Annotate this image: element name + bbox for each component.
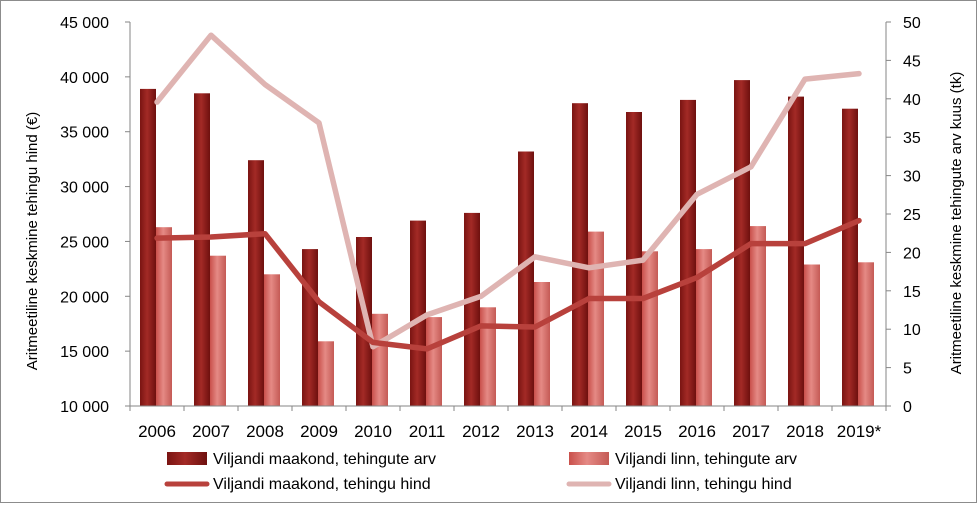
- y-right-tick-label: 15: [903, 284, 921, 301]
- y-left-tick-label: 20 000: [60, 289, 109, 306]
- y-right-tick-label: 10: [903, 322, 921, 339]
- bar-linn-13: [858, 262, 874, 406]
- y-right-tick-label: 0: [903, 399, 912, 416]
- y-axis-right-title: Aritmeetiline keskmine tehingute arv kuu…: [948, 72, 965, 375]
- bar-linn-12: [804, 264, 820, 406]
- y-left-tick-label: 40 000: [60, 70, 109, 87]
- x-tick-label: 2008: [246, 422, 284, 441]
- bar-linn-4: [372, 313, 388, 406]
- y-left-tick-label: 10 000: [60, 399, 109, 416]
- y-left-tick-label: 25 000: [60, 234, 109, 251]
- bar-linn-10: [696, 249, 712, 406]
- bar-maakond-0: [140, 88, 156, 407]
- y-left-tick-label: 45 000: [60, 15, 109, 32]
- x-tick-label: 2007: [192, 422, 230, 441]
- bar-maakond-10: [680, 99, 696, 407]
- legend-label: Viljandi maakond, tehingu hind: [213, 476, 431, 493]
- x-tick-label: 2018: [786, 422, 824, 441]
- bar-maakond-11: [734, 80, 750, 406]
- x-tick-label: 2015: [624, 422, 662, 441]
- bar-maakond-1: [194, 93, 210, 407]
- bar-maakond-7: [518, 151, 534, 406]
- bar-maakond-6: [464, 212, 480, 406]
- bar-linn-1: [210, 255, 226, 406]
- x-tick-label: 2012: [462, 422, 500, 441]
- bar-maakond-2: [248, 160, 264, 406]
- y-right-tick-label: 25: [903, 207, 921, 224]
- bar-maakond-13: [842, 108, 858, 406]
- bar-linn-0: [156, 227, 172, 406]
- y-right-tick-label: 30: [903, 169, 921, 186]
- bar-linn-3: [318, 341, 334, 406]
- lines-layer: [154, 32, 862, 352]
- line-linn-hind: [154, 32, 862, 350]
- y-left-tick-label: 35 000: [60, 125, 109, 142]
- y-left-tick-label: 30 000: [60, 180, 109, 197]
- y-right-tick-label: 20: [903, 245, 921, 262]
- bar-maakond-3: [302, 249, 318, 406]
- y-right-tick-label: 5: [903, 361, 912, 378]
- legend-maakond-arv: Viljandi maakond, tehingute arv: [167, 451, 436, 468]
- bar-linn-8: [588, 231, 604, 406]
- legend-maakond-hind: Viljandi maakond, tehingu hind: [164, 476, 431, 493]
- legend-label: Viljandi linn, tehingute arv: [615, 451, 797, 468]
- y-right-tick-label: 35: [903, 130, 921, 147]
- legend-linn-arv: Viljandi linn, tehingute arv: [569, 451, 797, 468]
- bar-maakond-4: [356, 237, 372, 406]
- legend-swatch: [167, 452, 207, 465]
- legend-label: Viljandi maakond, tehingute arv: [213, 451, 436, 468]
- x-tick-label: 2019*: [837, 422, 882, 441]
- bar-linn-2: [264, 274, 280, 406]
- bar-linn-9: [642, 251, 658, 406]
- x-tick-label: 2010: [354, 422, 392, 441]
- x-tick-label: 2006: [138, 422, 176, 441]
- x-tick-label: 2009: [300, 422, 338, 441]
- x-tick-label: 2016: [678, 422, 716, 441]
- bar-maakond-8: [572, 103, 588, 406]
- bar-linn-7: [534, 282, 550, 406]
- x-tick-label: 2013: [516, 422, 554, 441]
- y-left-tick-label: 15 000: [60, 344, 109, 361]
- y-axis-left-title: Aritmeetiline keskmine tehingu hind (€): [24, 112, 41, 370]
- bar-maakond-5: [410, 220, 426, 406]
- line-maakond-hind: [154, 217, 862, 352]
- y-right-tick-label: 40: [903, 92, 921, 109]
- bar-linn-6: [480, 307, 496, 406]
- bars-layer: [140, 80, 874, 407]
- legend: Viljandi maakond, tehingute arv Viljandi …: [164, 451, 797, 493]
- bar-linn-5: [426, 317, 442, 406]
- y-right-tick-label: 45: [903, 53, 921, 70]
- bar-linn-11: [750, 226, 766, 406]
- legend-linn-hind: Viljandi linn, tehingu hind: [566, 476, 792, 493]
- bar-maakond-12: [788, 96, 804, 406]
- x-tick-label: 2011: [409, 422, 446, 441]
- x-tick-label: 2017: [732, 422, 770, 441]
- legend-swatch: [569, 452, 609, 465]
- x-tick-label: 2014: [570, 422, 608, 441]
- y-right-tick-label: 50: [903, 15, 921, 32]
- legend-label: Viljandi linn, tehingu hind: [615, 476, 792, 493]
- axes-layer: 10 000 15 000 20 000 25 000 30 000 35 000 40 0…: [60, 15, 921, 441]
